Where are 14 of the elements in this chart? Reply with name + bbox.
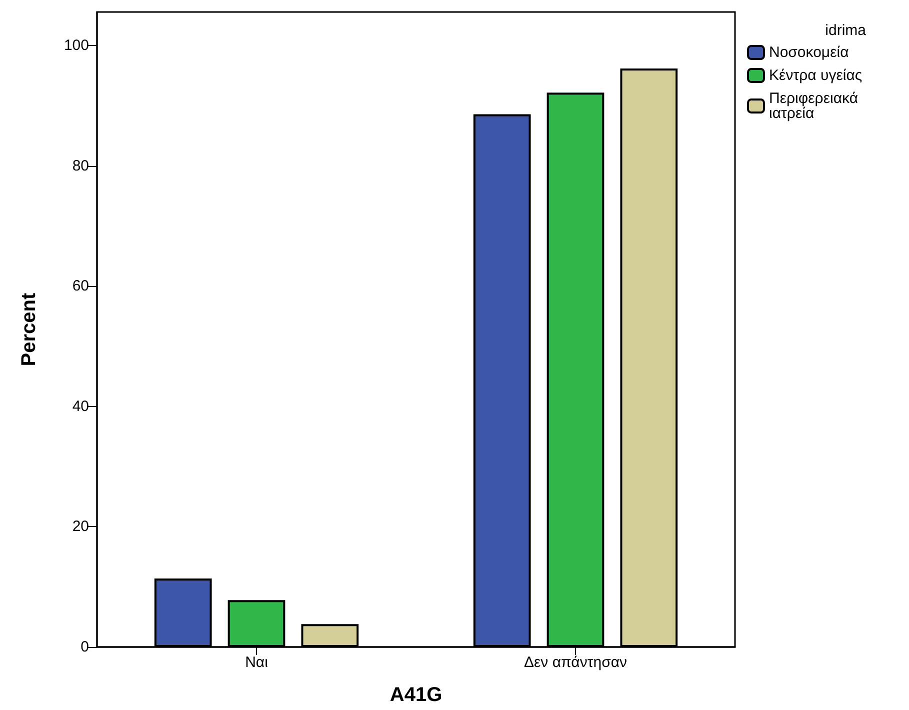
legend-label: Περιφερειακά ιατρεία <box>769 90 858 122</box>
y-tick-label: 40 <box>72 398 89 415</box>
y-tick-label: 80 <box>72 157 89 174</box>
x-tick-label: Δεν απάντησαν <box>524 654 628 671</box>
x-axis-title: A41G <box>390 684 442 706</box>
y-tick-label: 20 <box>72 518 89 536</box>
legend-title: idrima <box>825 22 867 39</box>
y-tick-label: 0 <box>80 638 89 656</box>
legend-label: Νοσοκομεία <box>769 44 850 61</box>
y-tick-label: 60 <box>72 278 89 295</box>
y-axis-title: Percent <box>18 292 40 366</box>
legend-label: Κέντρα υγείας <box>769 67 862 84</box>
y-tick-label: 100 <box>64 37 89 54</box>
x-tick-label: Ναι <box>245 654 268 671</box>
